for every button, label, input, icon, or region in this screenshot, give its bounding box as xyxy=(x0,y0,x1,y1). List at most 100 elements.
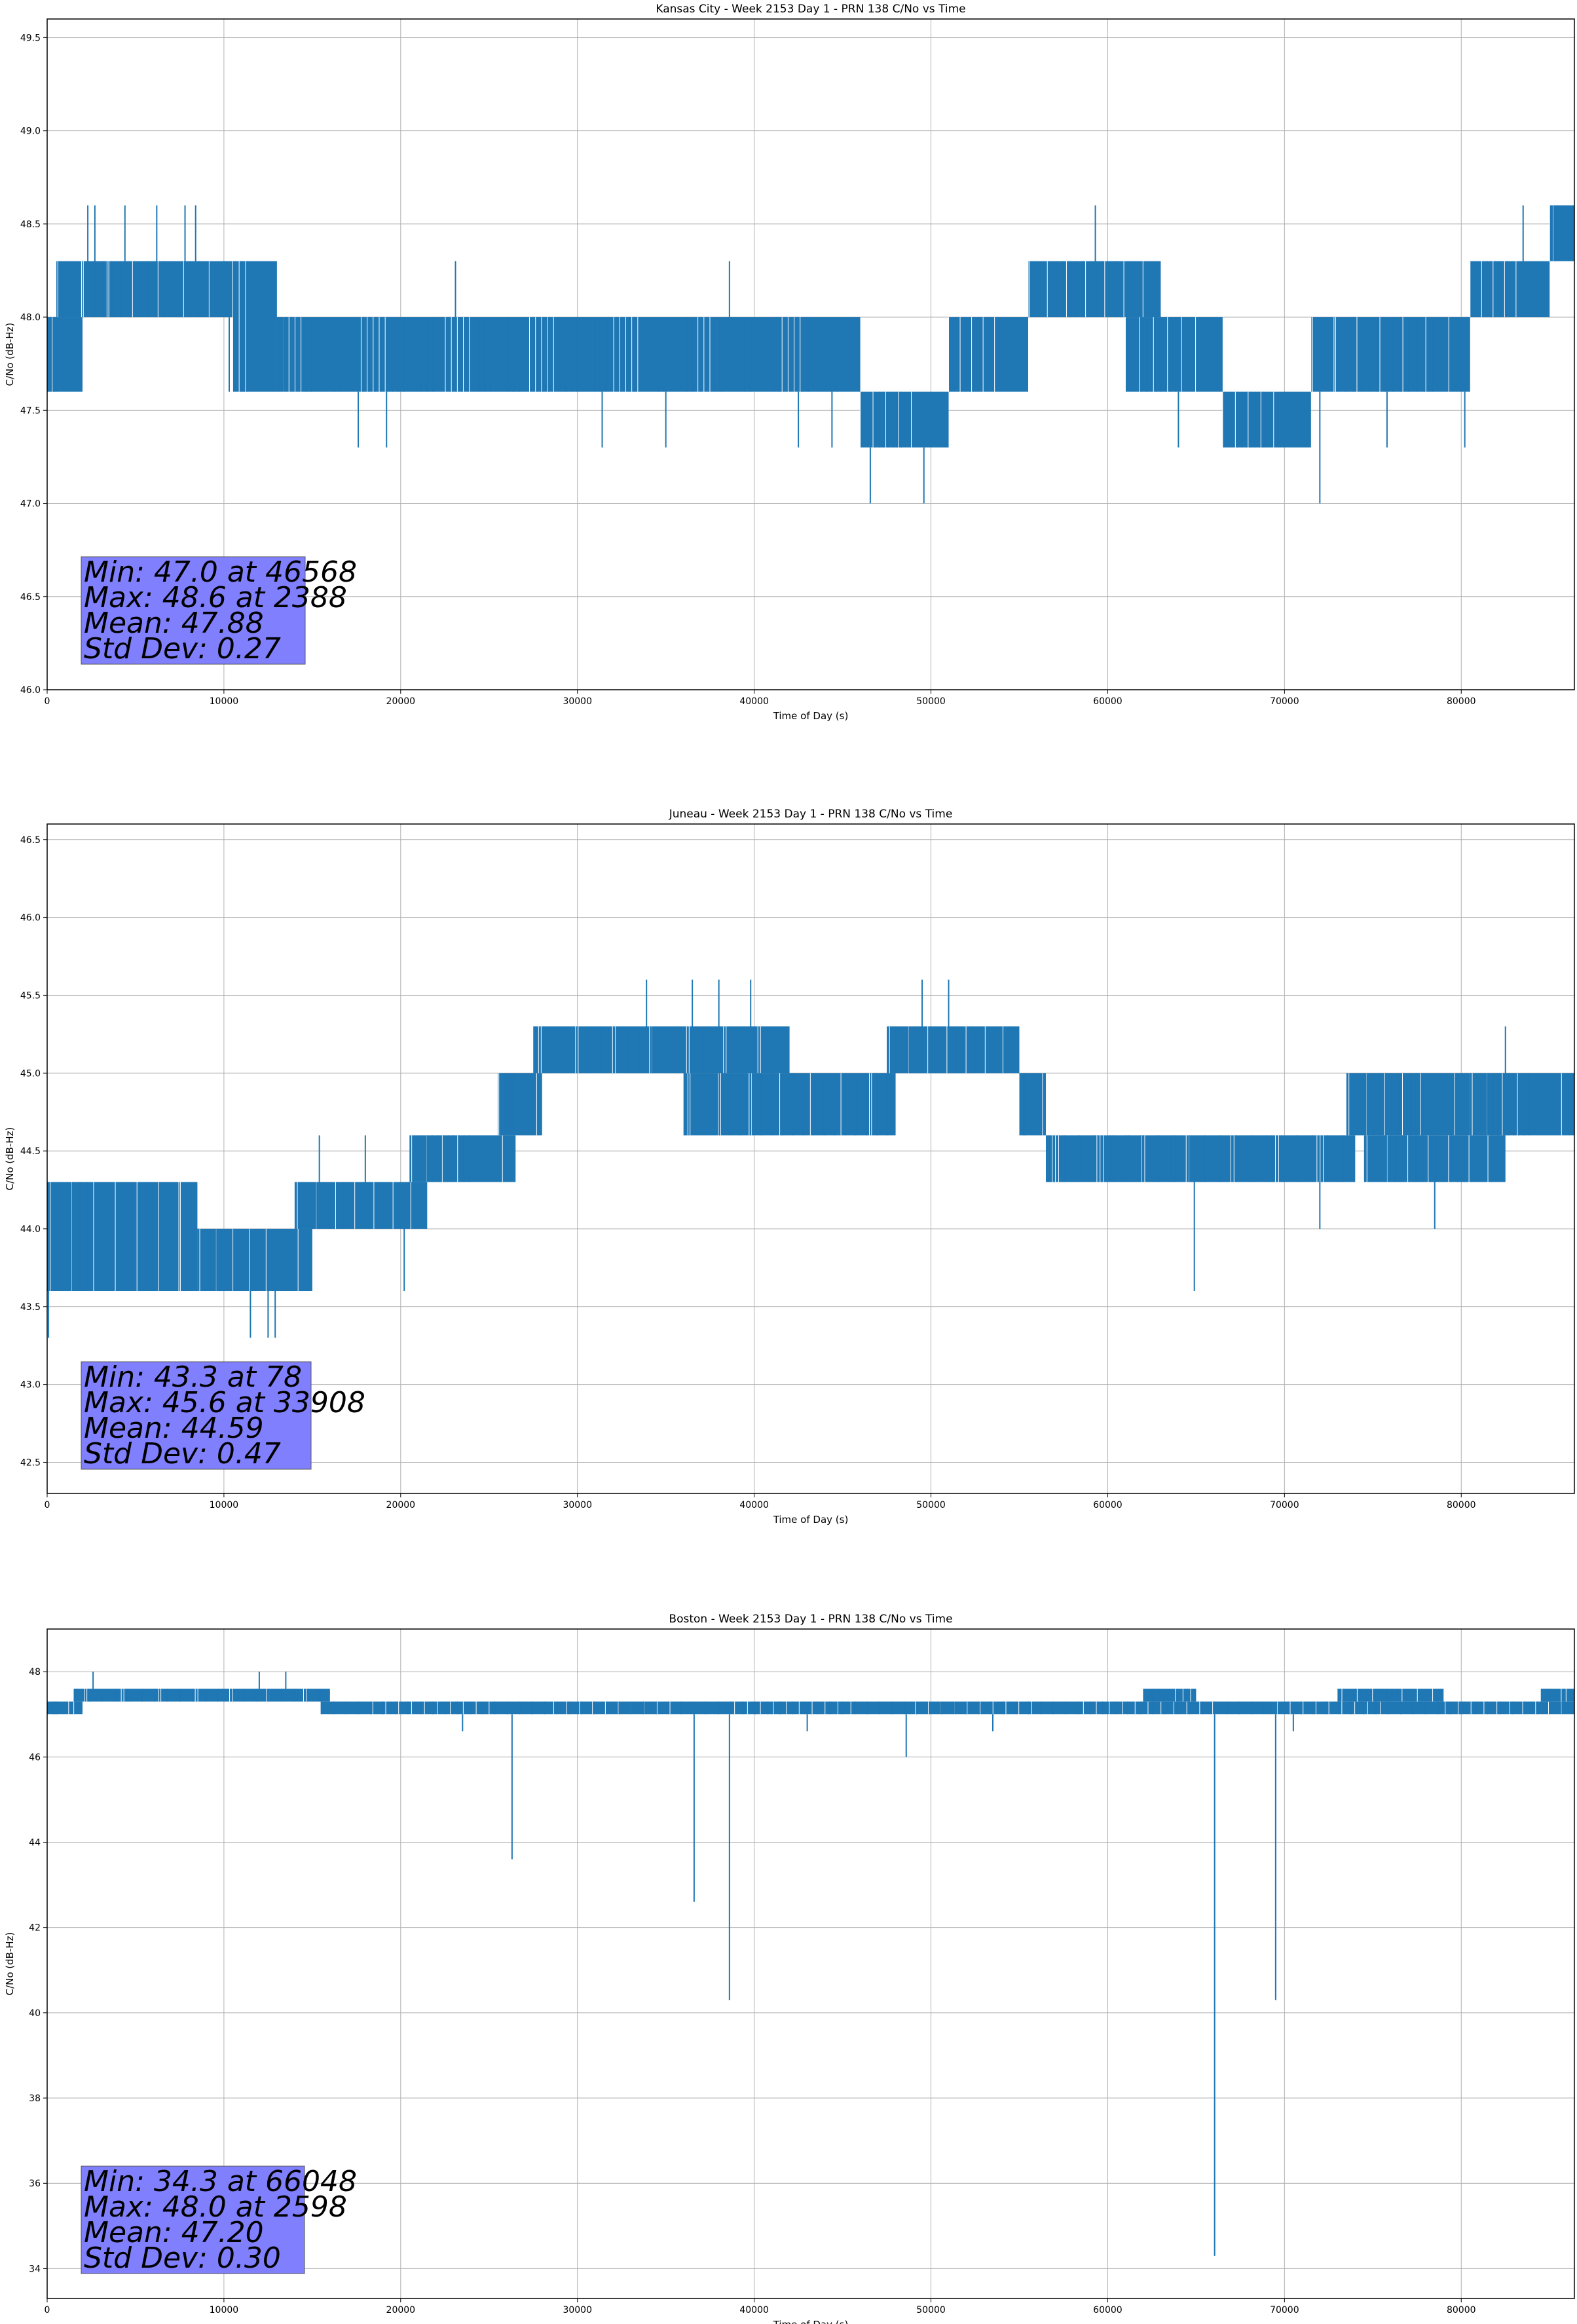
y-tick-label: 47.5 xyxy=(20,405,41,416)
y-tick-label: 48.0 xyxy=(20,312,41,323)
subplot-boston: 0 10000 20000 30000 40000 50000 60000 70000 8000… xyxy=(4,1613,1575,2324)
series-band xyxy=(73,1689,330,1702)
series-band xyxy=(409,1135,516,1182)
stats-line: Mean: 47.88 xyxy=(84,607,264,640)
stats-line: Max: 48.0 at 2598 xyxy=(84,2190,347,2224)
x-tick-label: 40000 xyxy=(739,696,769,707)
series-band xyxy=(47,1701,83,1715)
y-tick-label: 38 xyxy=(29,2093,41,2104)
x-tick-label: 0 xyxy=(45,1500,50,1510)
y-tick-label: 47.0 xyxy=(20,499,41,510)
y-tick-label: 43.0 xyxy=(20,1380,41,1391)
x-tick-label: 0 xyxy=(45,2305,50,2315)
x-tick-label: 50000 xyxy=(916,2305,946,2315)
x-tick-label: 40000 xyxy=(739,1500,769,1510)
series-band xyxy=(1540,1689,1574,1702)
x-tick-label: 20000 xyxy=(386,696,416,707)
y-axis-label: C/No (dB-Hz) xyxy=(4,1932,16,1996)
series-band xyxy=(683,1073,896,1136)
y-tick-label: 46 xyxy=(29,1752,41,1763)
stats-box-background xyxy=(81,1361,312,1470)
x-tick-label: 30000 xyxy=(563,696,592,707)
stats-box-background xyxy=(81,2165,305,2274)
series-band xyxy=(47,1182,198,1292)
y-tick-label: 44 xyxy=(29,1837,41,1848)
stats-box-background xyxy=(81,556,306,665)
y-tick-label: 45.5 xyxy=(20,990,41,1001)
x-tick-label: 60000 xyxy=(1093,2305,1122,2315)
y-tick-label: 46.0 xyxy=(20,913,41,924)
y-axis-label: C/No (dB-Hz) xyxy=(4,1127,16,1191)
chart-title: Juneau - Week 2153 Day 1 - PRN 138 C/No … xyxy=(669,808,953,821)
series-band xyxy=(1470,1073,1574,1136)
x-tick-label: 60000 xyxy=(1093,1500,1122,1510)
stats-line: Max: 45.6 at 33908 xyxy=(84,1386,365,1419)
x-tick-label: 30000 xyxy=(563,2305,592,2315)
y-tick-label: 40 xyxy=(29,2008,41,2019)
series-band xyxy=(276,317,861,392)
series-band xyxy=(1125,317,1223,392)
y-tick-label: 42.5 xyxy=(20,1457,41,1468)
subplot-juneau: 0 10000 20000 30000 40000 50000 60000 70000 8000… xyxy=(4,808,1575,1526)
series-band xyxy=(1346,1073,1470,1136)
y-tick-label: 34 xyxy=(29,2264,41,2274)
x-tick-label: 50000 xyxy=(916,1500,946,1510)
grid xyxy=(46,1629,1574,2298)
stats-line: Mean: 47.20 xyxy=(84,2216,264,2249)
series-band xyxy=(498,1073,542,1136)
x-tick-label: 80000 xyxy=(1447,1500,1476,1510)
series-band xyxy=(948,317,1028,392)
x-tick-label: 40000 xyxy=(739,2305,769,2315)
y-axis-label: C/No (dB-Hz) xyxy=(4,323,16,386)
x-tick-label: 10000 xyxy=(210,1500,239,1510)
x-axis-label: Time of Day (s) xyxy=(773,1514,849,1526)
stats-line: Std Dev: 0.27 xyxy=(84,632,281,665)
series-band xyxy=(1337,1689,1444,1702)
stats-line: Min: 43.3 at 78 xyxy=(84,1360,302,1394)
x-tick-label: 30000 xyxy=(563,1500,592,1510)
stats-line: Mean: 44.59 xyxy=(84,1412,264,1445)
data-series xyxy=(47,979,1574,1338)
data-series xyxy=(47,205,1574,504)
stats-line: Min: 47.0 at 46568 xyxy=(84,555,357,589)
series-band xyxy=(294,1182,428,1229)
x-tick-label: 70000 xyxy=(1270,2305,1299,2315)
x-tick-label: 70000 xyxy=(1270,696,1299,707)
subplot-kansas-city: 0 10000 20000 30000 40000 50000 60000 70000 8000… xyxy=(4,3,1575,722)
chart-title: Kansas City - Week 2153 Day 1 - PRN 138 … xyxy=(656,3,965,16)
x-tick-label: 50000 xyxy=(916,696,946,707)
axes-frame xyxy=(46,18,1575,690)
x-tick-label: 80000 xyxy=(1447,696,1476,707)
x-tick-label: 60000 xyxy=(1093,696,1122,707)
y-tick-label: 46.5 xyxy=(20,592,41,603)
axes-frame xyxy=(46,823,1575,1494)
x-axis-label: Time of Day (s) xyxy=(773,710,849,722)
y-tick-label: 44.5 xyxy=(20,1146,41,1157)
data-series xyxy=(47,1672,1574,2256)
series-band xyxy=(887,1026,1020,1074)
series-band xyxy=(1143,1689,1197,1702)
y-tick-label: 46.0 xyxy=(20,685,41,696)
x-tick-label: 70000 xyxy=(1270,1500,1299,1510)
series-band xyxy=(860,391,949,448)
x-tick-label: 0 xyxy=(45,696,50,707)
y-tick-label: 44.0 xyxy=(20,1224,41,1235)
x-tick-label: 20000 xyxy=(386,1500,416,1510)
x-tick-label: 10000 xyxy=(210,2305,239,2315)
series-band xyxy=(533,1026,790,1074)
y-tick-label: 49.0 xyxy=(20,126,41,137)
stats-line: Max: 48.6 at 2388 xyxy=(84,581,347,614)
y-tick-label: 48.5 xyxy=(20,219,41,230)
chart-title: Boston - Week 2153 Day 1 - PRN 138 C/No … xyxy=(669,1613,952,1626)
y-tick-label: 49.5 xyxy=(20,33,41,43)
stats-line: Std Dev: 0.47 xyxy=(84,1437,281,1471)
x-tick-label: 10000 xyxy=(210,696,239,707)
x-axis-label: Time of Day (s) xyxy=(773,2319,849,2324)
series-band xyxy=(1470,261,1550,318)
series-band xyxy=(56,261,233,318)
y-tick-label: 48 xyxy=(29,1667,41,1677)
